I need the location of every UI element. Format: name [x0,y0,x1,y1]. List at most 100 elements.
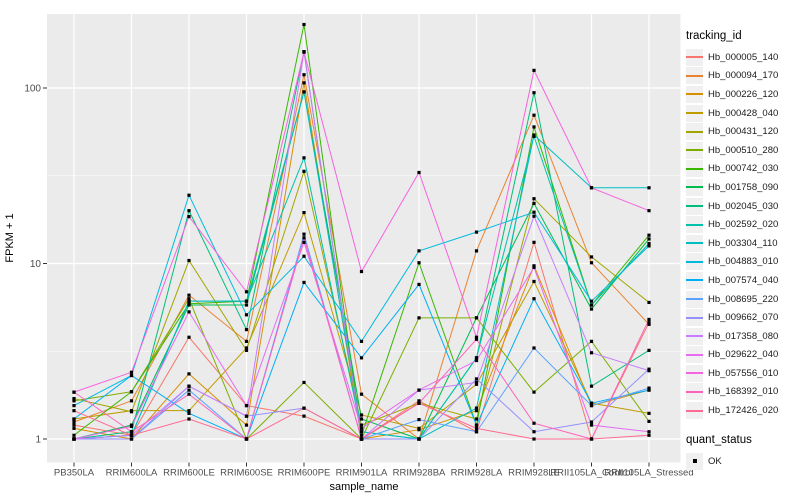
panel-background [47,14,681,463]
data-point [532,297,536,301]
data-point [72,403,76,408]
data-point [72,390,76,394]
data-point [647,386,651,390]
legend-key-line-icon [686,234,703,252]
data-point [244,290,249,294]
legend-item-label: Hb_008695_220 [708,293,779,305]
data-point [589,186,594,190]
data-point [72,417,76,421]
legend-item-Hb_000742_030: Hb_000742_030 [686,160,798,179]
legend-item-label: Hb_000094_170 [708,70,779,82]
data-point [589,384,594,388]
data-point [359,413,364,417]
data-point [647,411,651,415]
legend-item-Hb_003304_110: Hb_003304_110 [686,234,798,253]
data-point [589,307,594,311]
data-point [129,433,134,437]
legend-quant-items: OK [686,452,798,471]
legend-item-label: Hb_017358_080 [708,330,779,342]
data-point [359,433,364,437]
data-point [589,420,594,424]
data-point [187,209,191,213]
data-point [589,403,594,408]
data-point [302,81,306,85]
legend-item-Hb_008695_220: Hb_008695_220 [686,290,798,309]
data-point [302,210,306,215]
data-point [72,433,76,437]
data-point [474,417,479,421]
data-point [532,113,536,117]
data-point [417,399,421,403]
data-point [417,388,421,392]
data-point [72,423,76,427]
data-point [129,390,134,394]
legend-key-line-icon [686,271,703,289]
legend-item-label: Hb_000005_140 [708,51,779,63]
y-tick-label: 1 [35,435,41,446]
legend-item-label: Hb_000226_120 [708,88,779,100]
data-point [187,411,191,415]
data-point [187,258,191,263]
data-point [72,399,76,403]
data-point [302,22,306,27]
data-point [417,316,421,320]
legend-item-label: Hb_000428_040 [708,107,779,119]
data-point [187,215,191,219]
data-point [532,91,536,95]
y-tick-label: 100 [24,84,41,95]
legend-item-Hb_017358_080: Hb_017358_080 [686,327,798,346]
legend-key-line-icon [686,85,703,103]
data-point [359,392,364,396]
legend-item-Hb_000428_040: Hb_000428_040 [686,104,798,123]
data-point [532,197,536,201]
data-point [532,430,536,434]
data-point [417,249,421,253]
legend-key-line-icon [686,216,703,234]
data-point [359,426,364,430]
data-point [244,423,249,427]
data-point [589,303,594,307]
data-point [244,437,249,441]
data-point [647,244,651,248]
legend-key-line-icon [686,160,703,178]
data-point [647,241,651,246]
legend-item-label: Hb_009662_070 [708,312,779,324]
data-point [417,282,421,287]
data-point [647,209,651,213]
x-tick-label: RRIM600LA [106,468,158,479]
legend-item-Hb_000094_170: Hb_000094_170 [686,67,798,86]
legend-item-label: Hb_004883_010 [708,256,779,268]
legend-item-Hb_002045_030: Hb_002045_030 [686,197,798,216]
data-point [474,337,479,341]
data-point [417,170,421,175]
legend-item-Hb_000226_120: Hb_000226_120 [686,85,798,104]
data-point [474,430,479,434]
data-point [532,240,536,244]
legend-item-label: Hb_168392_010 [708,386,779,398]
data-point [474,382,479,386]
data-point [589,261,594,265]
data-point [187,384,191,388]
data-point [359,339,364,343]
data-point [359,269,364,274]
data-point [72,437,76,441]
legend-item-Hb_000510_280: Hb_000510_280 [686,141,798,160]
legend-item-Hb_000005_140: Hb_000005_140 [686,48,798,67]
legend-item-label: Hb_000431_120 [708,126,779,138]
data-point [532,390,536,394]
legend-key-line-icon [686,104,703,122]
legend-quant-status: quant_status OK [686,434,798,471]
data-point [647,348,651,352]
legend: tracking_id Hb_000005_140 Hb_000094_170 Hb… [686,30,798,470]
x-tick-label: RRIM600PE [278,468,331,479]
legend-item-label: Hb_003304_110 [708,237,778,249]
legend-key-line-icon [686,67,703,85]
data-point [129,370,134,374]
data-point [532,265,536,270]
data-point [302,280,306,285]
legend-item-Hb_172426_020: Hb_172426_020 [686,401,798,420]
data-point [647,388,651,392]
legend-key-line-icon [686,123,703,141]
